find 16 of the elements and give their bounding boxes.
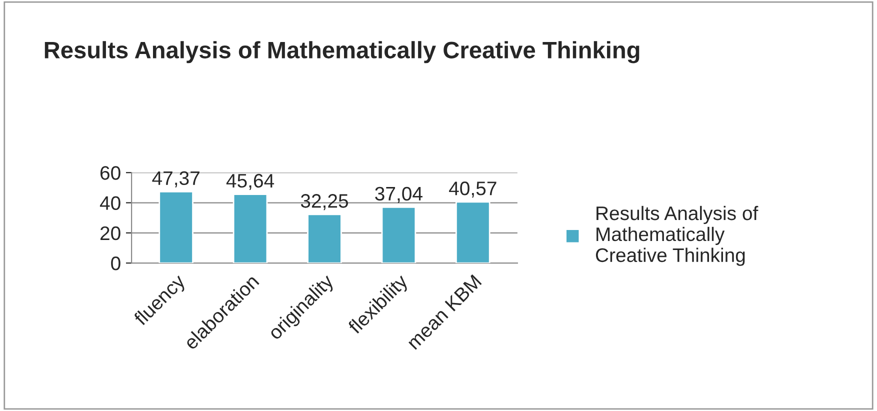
y-tick-label: 20 [100,226,120,240]
bar [381,206,416,264]
text: 37,04 [375,186,422,203]
y-tick-label: 60 [100,166,120,180]
bar [456,201,490,264]
bar [307,214,342,264]
text: 47,37 [152,171,200,188]
bar [232,194,268,264]
text: 32,25 [300,194,348,210]
y-tick-label: 0 [111,256,120,270]
y-tick-label: 40 [100,196,120,210]
text: 40,57 [449,182,496,198]
bar [158,190,194,264]
chart-title: Results Analysis of Mathematically Creative Thinking [44,41,640,64]
text: 45,64 [226,174,274,190]
legend-label: Results Analysis of Mathematically Creative Thinking [596,206,758,266]
